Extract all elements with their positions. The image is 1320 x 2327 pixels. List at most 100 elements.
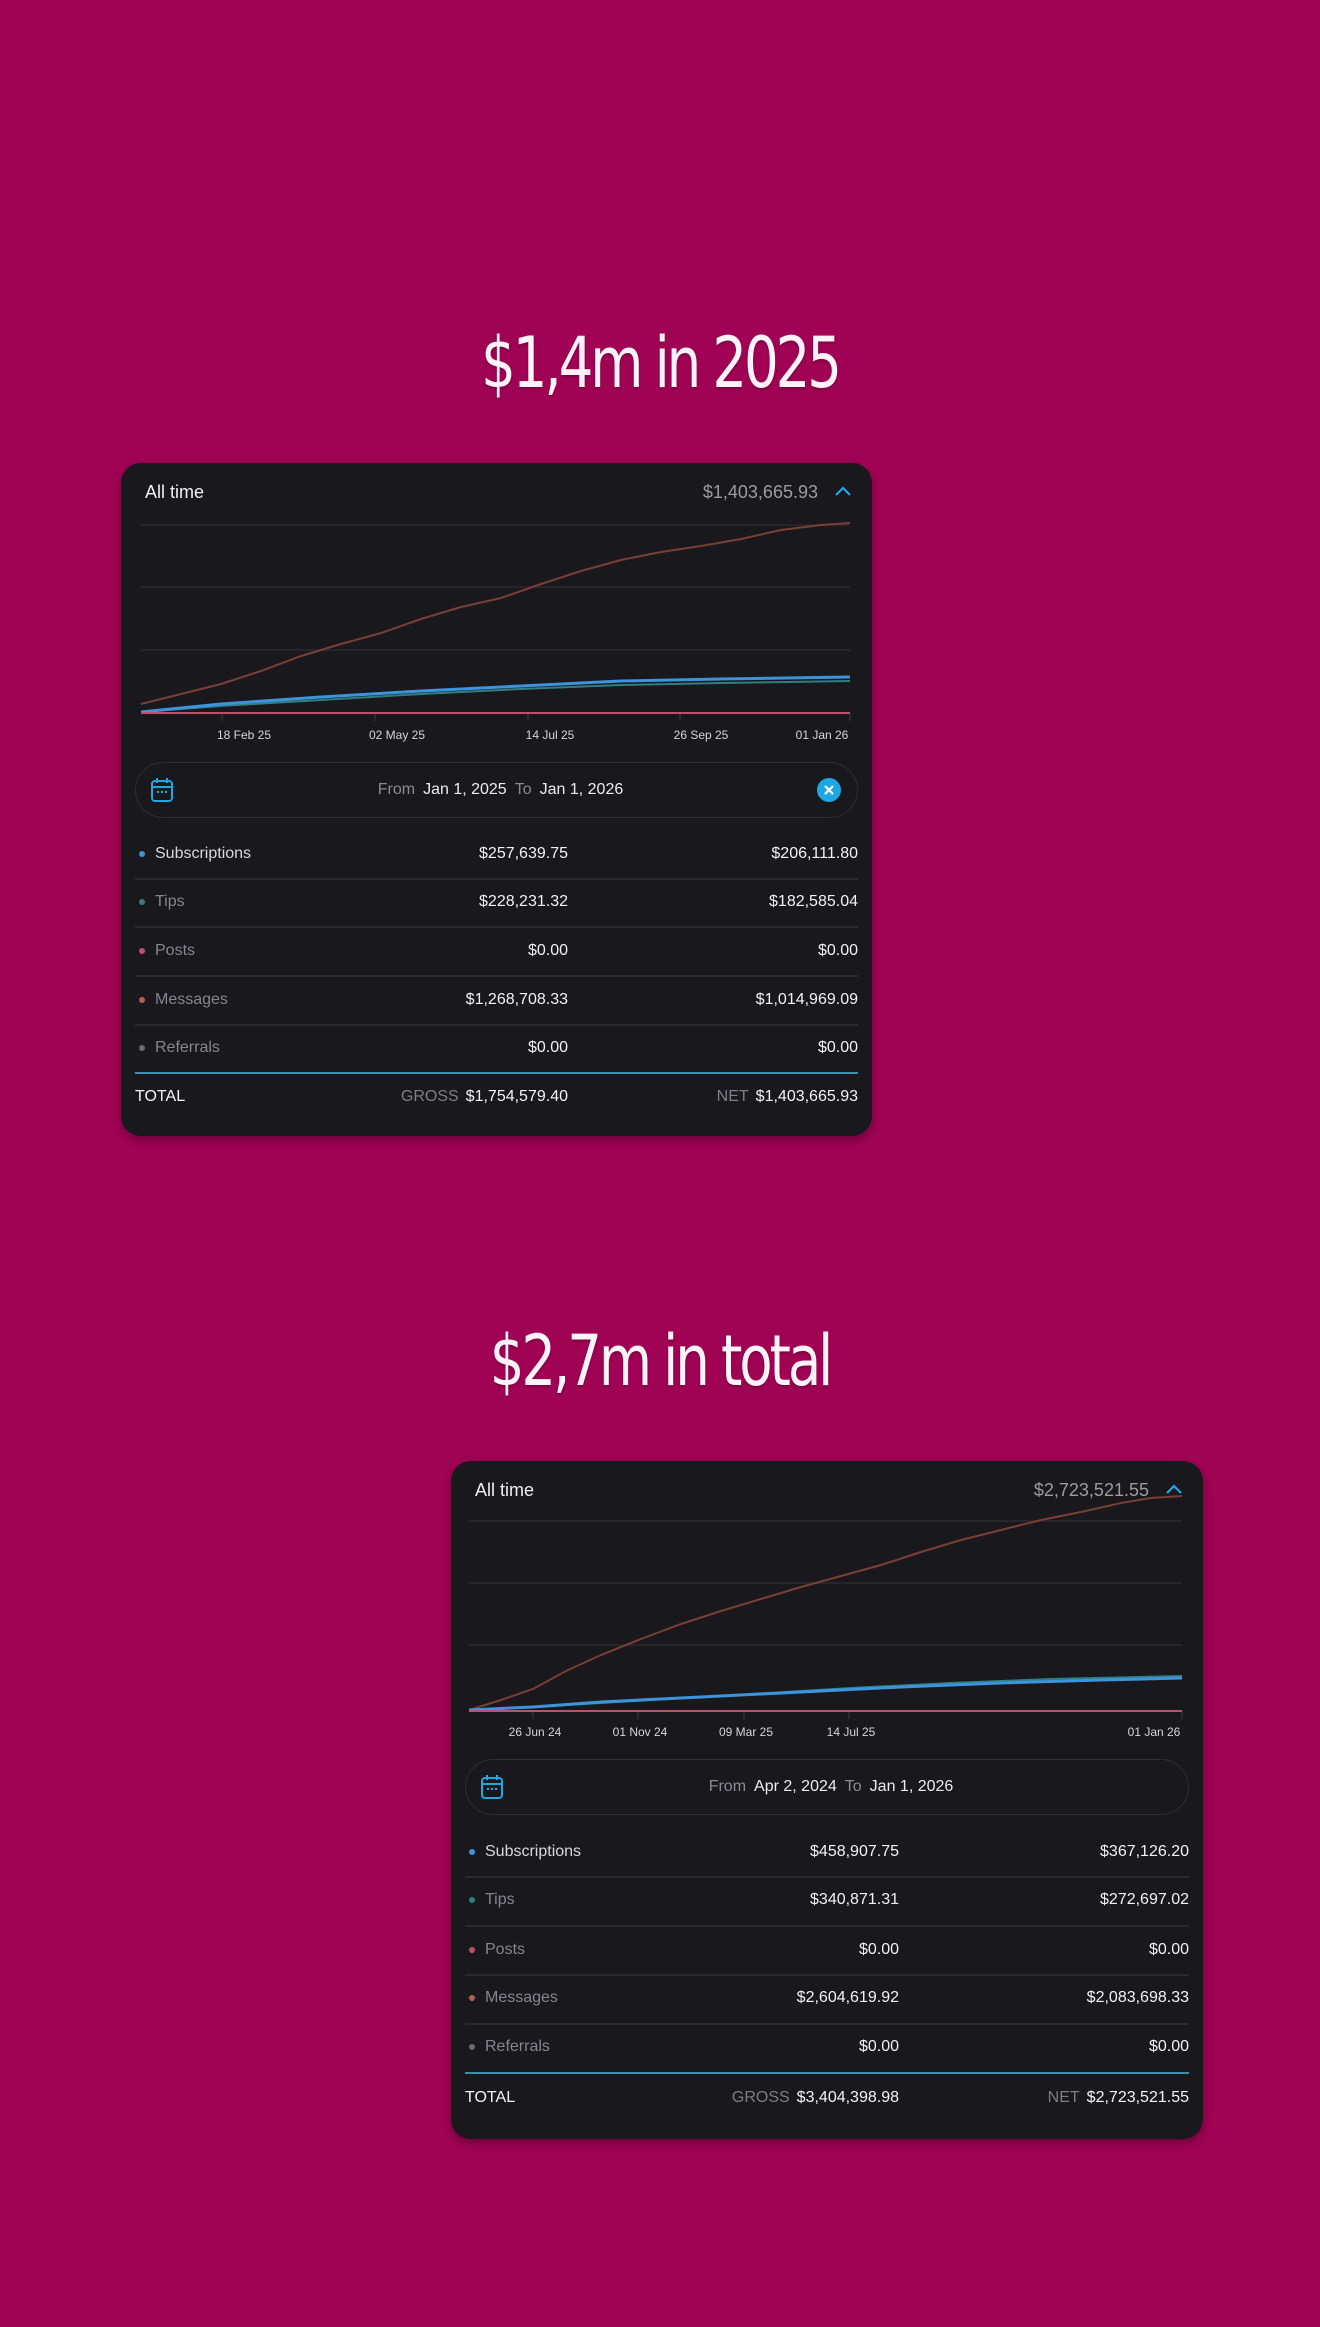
row-gross: $0.00	[858, 1941, 899, 1958]
row-posts: Posts $0.00 $0.00	[465, 1926, 1189, 1974]
earnings-card-2025: All time $1,403,665.93 18 Feb 25 02 May …	[121, 463, 872, 1136]
subscriptions-dot-icon	[469, 1849, 475, 1855]
posts-dot-icon	[469, 1947, 475, 1953]
net-total: $2,723,521.55	[1086, 2089, 1189, 2106]
posts-dot-icon	[139, 948, 145, 954]
to-label: To	[514, 781, 532, 798]
row-label: Posts	[485, 1941, 526, 1958]
x-tick: 09 Mar 25	[718, 1725, 774, 1739]
card-header[interactable]: All time $2,723,521.55	[475, 1475, 1185, 1505]
row-label: Tips	[155, 893, 185, 910]
row-net: $0.00	[817, 1039, 858, 1056]
row-net: $0.00	[1148, 2038, 1189, 2055]
row-net: $0.00	[817, 942, 858, 959]
tips-dot-icon	[469, 1897, 475, 1903]
x-tick: 02 May 25	[368, 728, 426, 742]
row-label: Subscriptions	[155, 845, 252, 862]
row-label: Tips	[485, 1891, 515, 1908]
tips-line	[140, 680, 851, 713]
date-range-picker[interactable]: From Jan 1, 2025 To Jan 1, 2026	[135, 762, 858, 818]
row-subscriptions: Subscriptions $257,639.75 $206,111.80	[135, 830, 858, 878]
x-tick: 14 Jul 25	[525, 728, 575, 742]
divider	[465, 1974, 1189, 1976]
tips-dot-icon	[139, 899, 145, 905]
subscriptions-line	[468, 1676, 1183, 1712]
row-gross: $228,231.32	[479, 893, 568, 910]
divider	[135, 926, 858, 928]
x-tick: 14 Jul 25	[826, 1725, 876, 1739]
card-header[interactable]: All time $1,403,665.93	[145, 477, 854, 507]
divider	[465, 1925, 1189, 1927]
messages-dot-icon	[469, 1995, 475, 2001]
to-date[interactable]: Jan 1, 2026	[869, 1778, 954, 1795]
from-label: From	[708, 1778, 747, 1795]
row-subscriptions: Subscriptions $458,907.75 $367,126.20	[465, 1828, 1189, 1876]
row-gross: $257,639.75	[479, 845, 568, 862]
x-tick: 01 Nov 24	[612, 1725, 668, 1739]
divider	[465, 2023, 1189, 2025]
referrals-dot-icon	[139, 1045, 145, 1051]
to-label: To	[844, 1778, 862, 1795]
row-label: Referrals	[155, 1039, 220, 1056]
x-tick: 26 Jun 24	[508, 1725, 562, 1739]
row-gross: $0.00	[527, 1039, 568, 1056]
close-icon	[824, 785, 834, 795]
row-net: $182,585.04	[769, 893, 858, 910]
subscriptions-line	[140, 675, 851, 714]
gross-label: GROSS	[731, 2089, 790, 2106]
row-net: $367,126.20	[1100, 1843, 1189, 1860]
row-referrals: Referrals $0.00 $0.00	[465, 2023, 1189, 2071]
divider	[135, 878, 858, 880]
row-tips: Tips $340,871.31 $272,697.02	[465, 1876, 1189, 1924]
gross-total: $1,754,579.40	[465, 1088, 568, 1105]
total-row: TOTAL GROSS $3,404,398.98 NET $2,723,521.5…	[465, 2078, 1189, 2118]
referrals-dot-icon	[469, 2044, 475, 2050]
clear-date-button[interactable]	[817, 778, 841, 802]
gross-total: $3,404,398.98	[796, 2089, 899, 2106]
x-tick: 01 Jan 26	[1127, 1725, 1181, 1739]
row-gross: $1,268,708.33	[465, 991, 568, 1008]
row-label: Referrals	[485, 2038, 550, 2055]
from-label: From	[377, 781, 416, 798]
card-title: All time	[475, 1479, 535, 1500]
net-label: NET	[716, 1088, 749, 1105]
messages-dot-icon	[139, 997, 145, 1003]
calendar-icon[interactable]	[150, 777, 174, 803]
chevron-up-icon[interactable]	[1163, 1479, 1185, 1501]
total-label: TOTAL	[135, 1088, 186, 1105]
row-gross: $0.00	[858, 2038, 899, 2055]
row-tips: Tips $228,231.32 $182,585.04	[135, 878, 858, 926]
x-tick: 01 Jan 26	[795, 728, 849, 742]
earnings-chart	[140, 522, 851, 721]
x-tick: 18 Feb 25	[216, 728, 272, 742]
headline-2025: $1,4m in 2025	[481, 322, 842, 404]
date-range-picker[interactable]: From Apr 2, 2024 To Jan 1, 2026	[465, 1759, 1189, 1815]
divider	[465, 1876, 1189, 1878]
to-date[interactable]: Jan 1, 2026	[539, 781, 624, 798]
messages-line	[140, 522, 851, 705]
row-referrals: Referrals $0.00 $0.00	[135, 1024, 858, 1072]
row-messages: Messages $2,604,619.92 $2,083,698.33	[465, 1974, 1189, 2022]
earnings-card-total: All time $2,723,521.55 26 Jun 24 01 Nov …	[451, 1461, 1203, 2139]
total-label: TOTAL	[465, 2089, 516, 2106]
total-divider	[465, 2072, 1189, 2074]
calendar-icon[interactable]	[480, 1774, 504, 1800]
row-label: Subscriptions	[485, 1843, 582, 1860]
from-date[interactable]: Jan 1, 2025	[423, 781, 507, 798]
messages-line	[468, 1495, 1183, 1711]
net-total: $1,403,665.93	[755, 1088, 858, 1105]
total-row: TOTAL GROSS $1,754,579.40 NET $1,403,665.9…	[135, 1077, 858, 1117]
total-divider	[135, 1072, 858, 1074]
row-net: $272,697.02	[1100, 1891, 1189, 1908]
row-net: $0.00	[1148, 1941, 1189, 1958]
chevron-up-icon[interactable]	[832, 481, 854, 503]
row-gross: $340,871.31	[810, 1891, 899, 1908]
row-posts: Posts $0.00 $0.00	[135, 927, 858, 975]
row-gross: $2,604,619.92	[796, 1989, 899, 2006]
row-net: $1,014,969.09	[755, 991, 858, 1008]
row-gross: $0.00	[527, 942, 568, 959]
from-date[interactable]: Apr 2, 2024	[754, 1778, 837, 1795]
card-title: All time	[145, 481, 205, 502]
divider	[135, 975, 858, 977]
card-total: $2,723,521.55	[1033, 1479, 1149, 1500]
